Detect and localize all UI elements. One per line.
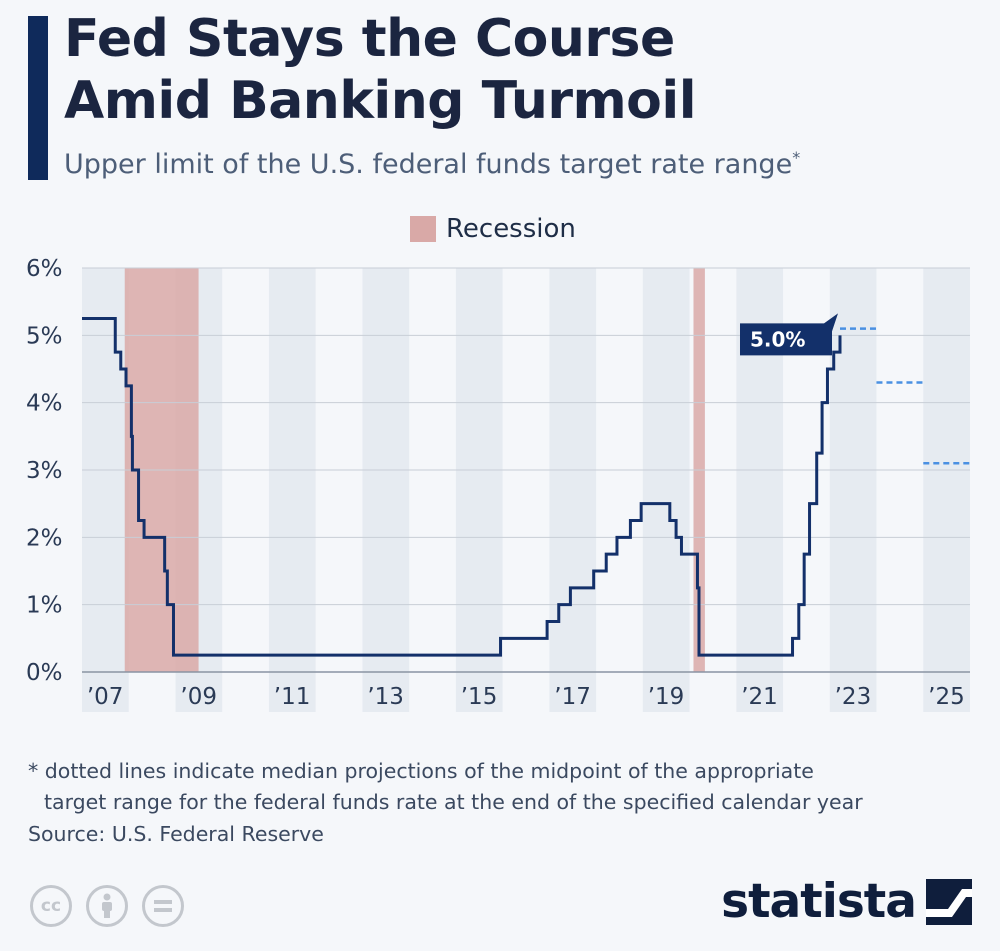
x-tick-label: ’17	[554, 684, 591, 710]
chart-subtitle: Upper limit of the U.S. federal funds ta…	[64, 148, 800, 180]
creative-commons-icon[interactable]: cc	[30, 885, 72, 927]
no-derivatives-icon[interactable]	[142, 885, 184, 927]
year-band-2007	[82, 268, 129, 712]
rate-line	[82, 317, 842, 657]
year-band-2017	[549, 268, 597, 712]
y-tick-label: 1%	[26, 593, 63, 619]
chart-title: Fed Stays the Course Amid Banking Turmoi…	[64, 8, 697, 132]
projection-lines	[839, 327, 970, 465]
subtitle-footnote-marker: *	[792, 148, 801, 167]
subtitle-text: Upper limit of the U.S. federal funds ta…	[64, 149, 793, 180]
license-icons: cc	[30, 885, 198, 927]
x-tick-label: ’25	[928, 684, 965, 710]
rate-chart: 0%1%2%3%4%5%6% ’07’09’11’13’15’17’19’21’…	[26, 256, 970, 712]
year-band-2011	[268, 268, 316, 712]
title-accent-bar	[28, 16, 48, 180]
latest-value-label-text: 5.0%	[750, 327, 805, 351]
year-band-2025	[923, 268, 970, 712]
year-bands	[82, 268, 970, 712]
x-tick-label: ’13	[367, 684, 404, 710]
x-tick-label: ’09	[180, 684, 217, 710]
title-line-1: Fed Stays the Course	[64, 9, 675, 69]
x-tick-label: ’11	[274, 684, 311, 710]
statista-logo-icon	[926, 878, 972, 925]
y-tick-label: 3%	[26, 458, 63, 484]
x-tick-label: ’19	[648, 684, 685, 710]
attribution-icon[interactable]	[86, 885, 128, 927]
year-band-2015	[455, 268, 503, 712]
y-tick-label: 2%	[26, 525, 63, 551]
statista-wordmark: statista	[721, 874, 917, 929]
year-band-2023	[829, 268, 877, 712]
y-axis: 0% 1% 2% 3% 4% 5% 6%	[26, 256, 63, 686]
footnote-line-2: target range for the federal funds rate …	[44, 790, 863, 814]
x-tick-label: ’15	[461, 684, 498, 710]
source-note: Source: U.S. Federal Reserve	[28, 822, 324, 846]
statista-brand[interactable]: statista	[721, 874, 972, 929]
legend: Recession	[410, 214, 576, 244]
recession-legend-swatch	[410, 216, 436, 242]
x-axis: ’07 ’09 ’11 ’13 ’15 ’17 ’19 ’21 ’23 ’25	[87, 684, 965, 710]
gridlines	[82, 267, 970, 673]
x-tick-label: ’07	[87, 684, 124, 710]
x-tick-label: ’21	[741, 684, 778, 710]
x-tick-label: ’23	[835, 684, 872, 710]
y-tick-label: 0%	[26, 660, 63, 686]
year-band-2019	[642, 268, 690, 712]
footnote-line-1: * dotted lines indicate median projectio…	[28, 759, 814, 783]
latest-value-label-background	[739, 313, 838, 356]
title-line-2: Amid Banking Turmoil	[64, 71, 697, 131]
latest-value-label: 5.0%	[739, 313, 838, 356]
y-tick-label: 6%	[26, 256, 63, 282]
footnote: * dotted lines indicate median projectio…	[28, 756, 863, 818]
y-tick-label: 4%	[26, 391, 63, 417]
year-band-2013	[362, 268, 410, 712]
recession-legend-label: Recession	[446, 214, 576, 244]
y-tick-label: 5%	[26, 323, 63, 349]
